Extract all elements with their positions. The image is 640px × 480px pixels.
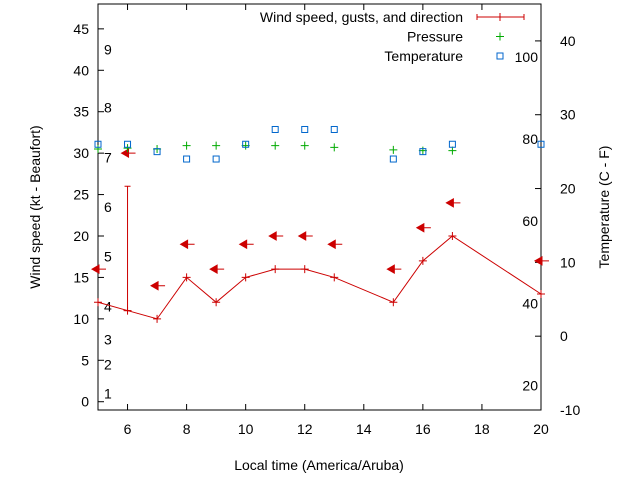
y-left-tick-label: 0 [81, 394, 89, 410]
wind-direction-arrow [120, 148, 136, 159]
temperature-point [212, 155, 220, 163]
y-right-tick-label: -10 [560, 402, 580, 418]
y-left-tick-label: 25 [73, 187, 89, 203]
y-axis-left-label: Wind speed (kt - Beaufort) [27, 125, 43, 288]
pressure-point [212, 141, 221, 150]
legend-pressure-swatch [496, 32, 504, 41]
wind-direction-arrow [297, 231, 313, 241]
wind-gust-bar [124, 185, 131, 312]
temperature-point [448, 140, 456, 148]
pressure-point [123, 144, 132, 153]
pressure-point [330, 143, 339, 152]
beaufort-label: 2 [104, 356, 112, 372]
fahrenheit-label: 40 [522, 296, 538, 312]
beaufort-label: 9 [104, 42, 112, 58]
wind-speed-point [300, 265, 309, 274]
y-axis-right-label: Temperature (C - F) [596, 146, 612, 269]
pressure-point [389, 145, 398, 154]
x-tick-label: 20 [533, 421, 549, 437]
x-tick-label: 18 [474, 421, 490, 437]
temperature-point [124, 140, 132, 148]
y-left-tick-label: 45 [73, 21, 89, 37]
legend-label: Temperature [384, 48, 463, 64]
pressure-point [182, 141, 191, 150]
legend-label: Wind speed, gusts, and direction [260, 9, 463, 25]
x-tick-label: 10 [238, 421, 254, 437]
legend-wind-swatch [476, 13, 525, 21]
y-right-tick-label: 20 [560, 181, 576, 197]
temperature-point [271, 125, 279, 133]
wind-speed-point [241, 273, 250, 282]
y-left-tick-label: 40 [73, 62, 89, 78]
y-right-tick-label: 0 [560, 328, 568, 344]
fahrenheit-label: 60 [522, 213, 538, 229]
wind-direction-arrow [268, 231, 284, 241]
fahrenheit-label: 100 [515, 49, 539, 65]
x-axis-label: Local time (America/Aruba) [234, 457, 404, 473]
y-left-tick-label: 10 [73, 311, 89, 327]
x-tick-label: 16 [415, 421, 431, 437]
wind-speed-point [212, 298, 221, 307]
wind-direction-arrow [179, 239, 195, 250]
y-left-tick-label: 20 [73, 228, 89, 244]
temperature-point [242, 140, 250, 148]
y-left-tick-label: 5 [81, 352, 89, 368]
temperature-point [94, 140, 102, 148]
pressure-point [300, 141, 309, 150]
y-right-tick-label: 10 [560, 254, 576, 270]
legend-temperature-swatch [496, 52, 504, 60]
plot-frame [97, 3, 542, 411]
y-right-tick-label: 30 [560, 107, 576, 123]
temperature-point [330, 125, 338, 133]
legend-label: Pressure [407, 29, 463, 45]
wind-direction-arrow [238, 239, 254, 250]
beaufort-label: 7 [104, 149, 112, 165]
wind-speed-point [330, 273, 339, 282]
wind-direction-arrow [445, 197, 461, 208]
wind-direction-arrow [90, 264, 106, 275]
temperature-point [183, 155, 191, 163]
wind-speed-point [153, 314, 162, 323]
x-tick-label: 12 [297, 421, 313, 437]
x-tick-label: 14 [356, 421, 372, 437]
beaufort-label: 6 [104, 199, 112, 215]
beaufort-label: 8 [104, 100, 112, 116]
wind-direction-arrow [415, 222, 431, 233]
wind-direction-arrow [327, 239, 343, 250]
beaufort-label: 1 [104, 385, 112, 401]
y-right-tick-label: 40 [560, 33, 576, 49]
wind-speed-point [448, 232, 457, 240]
pressure-point [448, 146, 457, 155]
x-tick-label: 8 [183, 421, 191, 437]
temperature-point [537, 140, 545, 148]
beaufort-label: 3 [104, 332, 112, 348]
temperature-point [419, 148, 427, 156]
x-tick-label: 6 [124, 421, 132, 437]
beaufort-label: 5 [104, 249, 112, 265]
fahrenheit-label: 80 [522, 131, 538, 147]
pressure-point [271, 141, 280, 150]
wind-direction-arrow [209, 264, 225, 275]
wind-speed-point [418, 256, 427, 265]
wind-speed-line [97, 235, 542, 320]
wind-speed-point [182, 273, 191, 282]
y-left-tick-label: 15 [73, 269, 89, 285]
beaufort-label: 4 [104, 298, 112, 314]
wind-speed-point [537, 290, 545, 298]
temperature-point [301, 125, 309, 133]
wind-speed-point [389, 298, 398, 307]
wind-direction-arrow [386, 264, 402, 275]
y-left-tick-label: 30 [73, 145, 89, 161]
pressure-point [94, 145, 102, 153]
wind-speed-point [271, 265, 280, 274]
wind-direction-arrow [533, 255, 549, 266]
wind-speed-point [94, 298, 102, 307]
fahrenheit-label: 20 [522, 378, 538, 394]
wind-direction-arrow [150, 280, 166, 291]
temperature-point [389, 155, 397, 163]
temperature-point [153, 148, 161, 156]
y-left-tick-label: 35 [73, 104, 89, 120]
